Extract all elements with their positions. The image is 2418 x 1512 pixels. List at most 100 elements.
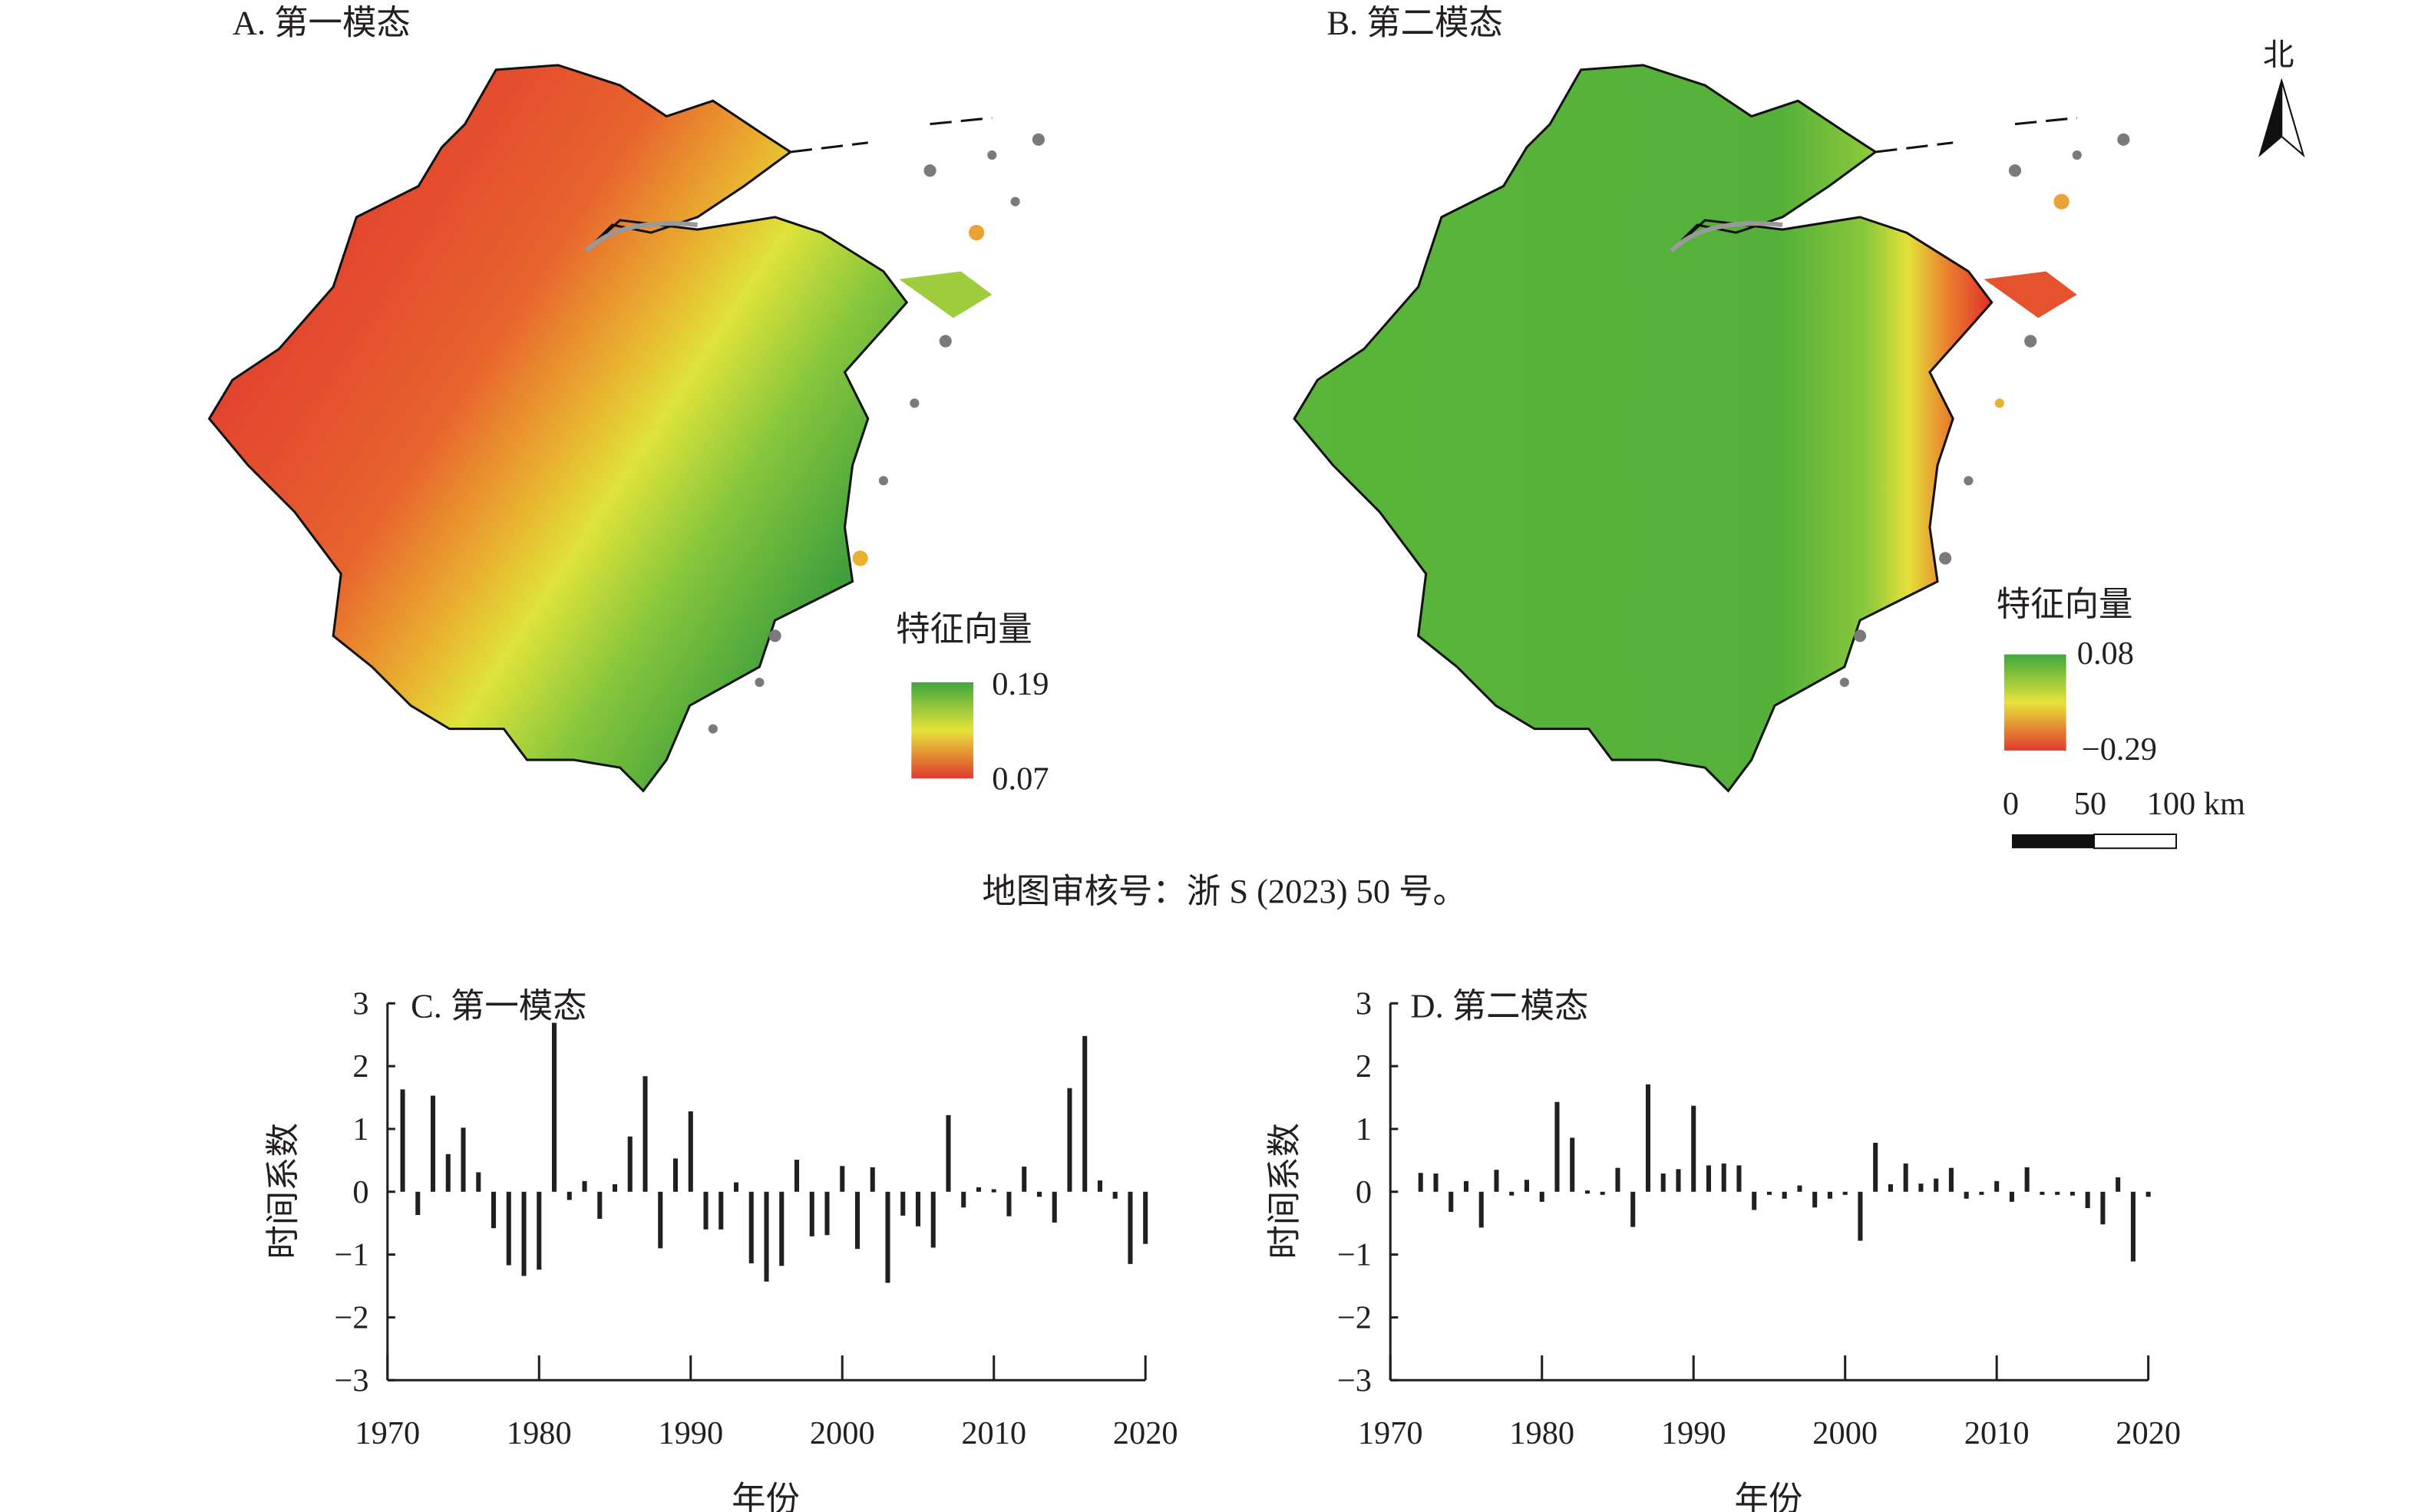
y-tick-label: 3	[352, 985, 368, 1022]
bar-2020	[2145, 1191, 2151, 1197]
bar-1979	[1524, 1180, 1530, 1192]
y-tick-label: 1	[1356, 1111, 1372, 1147]
bar-1976	[1478, 1191, 1484, 1228]
bar-2020	[1143, 1191, 1148, 1244]
y-tick-label: 2	[352, 1048, 368, 1084]
bar-1986	[1630, 1191, 1636, 1227]
x-tick-label: 1990	[658, 1415, 723, 1451]
bar-1973	[431, 1095, 436, 1192]
x-tick-label: 1980	[1509, 1415, 1574, 1451]
scale-label-100: 100 km	[2147, 786, 2245, 822]
bar-1987	[1645, 1084, 1650, 1192]
scale-bar-white	[2093, 834, 2178, 850]
map-b-legend-min: −0.29	[2082, 731, 2157, 768]
bar-1971	[400, 1089, 405, 1192]
x-tick-label: 2000	[1812, 1415, 1878, 1451]
bar-2011	[1006, 1191, 1012, 1217]
y-tick-label: −3	[1337, 1362, 1372, 1398]
bar-1983	[1584, 1190, 1591, 1194]
bar-2010	[991, 1189, 996, 1193]
bar-1974	[1448, 1191, 1454, 1212]
bar-1975	[461, 1127, 466, 1192]
bar-2019	[2130, 1191, 2136, 1262]
chart-d-ylabel: 时间系数	[1265, 1123, 1303, 1259]
bar-1998	[1812, 1191, 1818, 1208]
map-a: A. 第一模态 特征向量 0.19 0.07	[208, 3, 1049, 797]
bar-2005	[915, 1191, 921, 1226]
chart-c: C. 第一模态 年份 时间系数 3 2 1 0 −1 −2 −3 1970 1980 1990 20…	[264, 985, 1178, 1512]
x-tick-label: 2010	[1964, 1415, 2030, 1451]
bar-1990	[1691, 1105, 1696, 1192]
bar-2009	[976, 1187, 982, 1192]
bar-1981	[552, 1022, 557, 1192]
chart-c-title: C. 第一模态	[411, 986, 586, 1025]
map-a-islands	[708, 133, 1045, 734]
bar-2004	[900, 1191, 906, 1216]
map-a-legend-min: 0.07	[992, 761, 1049, 797]
bar-2013	[1036, 1191, 1042, 1197]
map-b-boundary	[1875, 117, 2077, 154]
map-b-title: B. 第二模态	[1326, 3, 1502, 41]
x-tick-label: 1970	[1358, 1415, 1423, 1451]
bar-1992	[718, 1191, 724, 1230]
x-tick-label: 2020	[1113, 1415, 1178, 1451]
bar-1997	[794, 1160, 800, 1192]
bar-1973	[1433, 1174, 1439, 1192]
y-tick-label: −1	[1337, 1237, 1372, 1273]
map-a-colorbar	[911, 682, 974, 779]
bar-1990	[688, 1111, 693, 1192]
bar-1972	[1418, 1173, 1423, 1192]
bar-2018	[2116, 1177, 2121, 1192]
bar-1984	[597, 1191, 603, 1219]
bar-2014	[2055, 1191, 2060, 1195]
bar-1989	[1676, 1169, 1681, 1192]
bar-1989	[672, 1158, 679, 1192]
bar-1994	[1752, 1191, 1757, 1210]
bar-1991	[703, 1191, 709, 1230]
bar-1998	[809, 1191, 814, 1236]
bar-2012	[2024, 1167, 2030, 1192]
bar-2019	[1128, 1191, 1133, 1264]
y-tick-label: −2	[1337, 1300, 1372, 1336]
bar-1976	[476, 1172, 481, 1192]
north-arrow-half	[2281, 80, 2305, 158]
bar-1974	[445, 1154, 451, 1192]
bar-2005	[1918, 1184, 1924, 1192]
bar-1980	[537, 1191, 542, 1270]
bar-1975	[1463, 1180, 1469, 1192]
map-a-boundary	[790, 117, 993, 154]
bar-2007	[1948, 1167, 1954, 1192]
bar-1984	[1600, 1191, 1605, 1195]
bar-2013	[2040, 1191, 2045, 1195]
bar-1999	[824, 1191, 830, 1236]
bar-1991	[1706, 1165, 1711, 1192]
bar-2012	[1022, 1167, 1027, 1192]
bar-2017	[1097, 1180, 1102, 1192]
y-tick-label: 0	[1356, 1174, 1372, 1210]
bar-1972	[415, 1191, 421, 1216]
bar-2000	[1842, 1191, 1848, 1195]
bar-1985	[613, 1184, 618, 1192]
bar-1993	[733, 1182, 739, 1192]
bar-1980	[1539, 1191, 1544, 1202]
bar-2004	[1903, 1163, 1908, 1192]
bar-1995	[1766, 1191, 1772, 1195]
y-tick-label: −3	[334, 1362, 368, 1398]
bar-1986	[627, 1136, 633, 1192]
x-tick-label: 2000	[810, 1415, 875, 1451]
y-tick-label: −1	[334, 1237, 368, 1273]
x-tick-label: 2020	[2116, 1415, 2181, 1451]
bar-2017	[2100, 1191, 2106, 1225]
bar-2008	[961, 1191, 966, 1208]
bar-2016	[1082, 1035, 1088, 1192]
bar-1981	[1554, 1101, 1560, 1192]
bar-2011	[2009, 1191, 2014, 1202]
x-tick-label: 1970	[355, 1415, 420, 1451]
bar-2009	[1979, 1191, 1984, 1195]
north-label: 北	[2263, 38, 2294, 72]
bar-2006	[1934, 1178, 1939, 1192]
bar-2002	[1873, 1142, 1878, 1192]
bar-1982	[567, 1191, 572, 1200]
bar-2003	[1888, 1184, 1893, 1192]
